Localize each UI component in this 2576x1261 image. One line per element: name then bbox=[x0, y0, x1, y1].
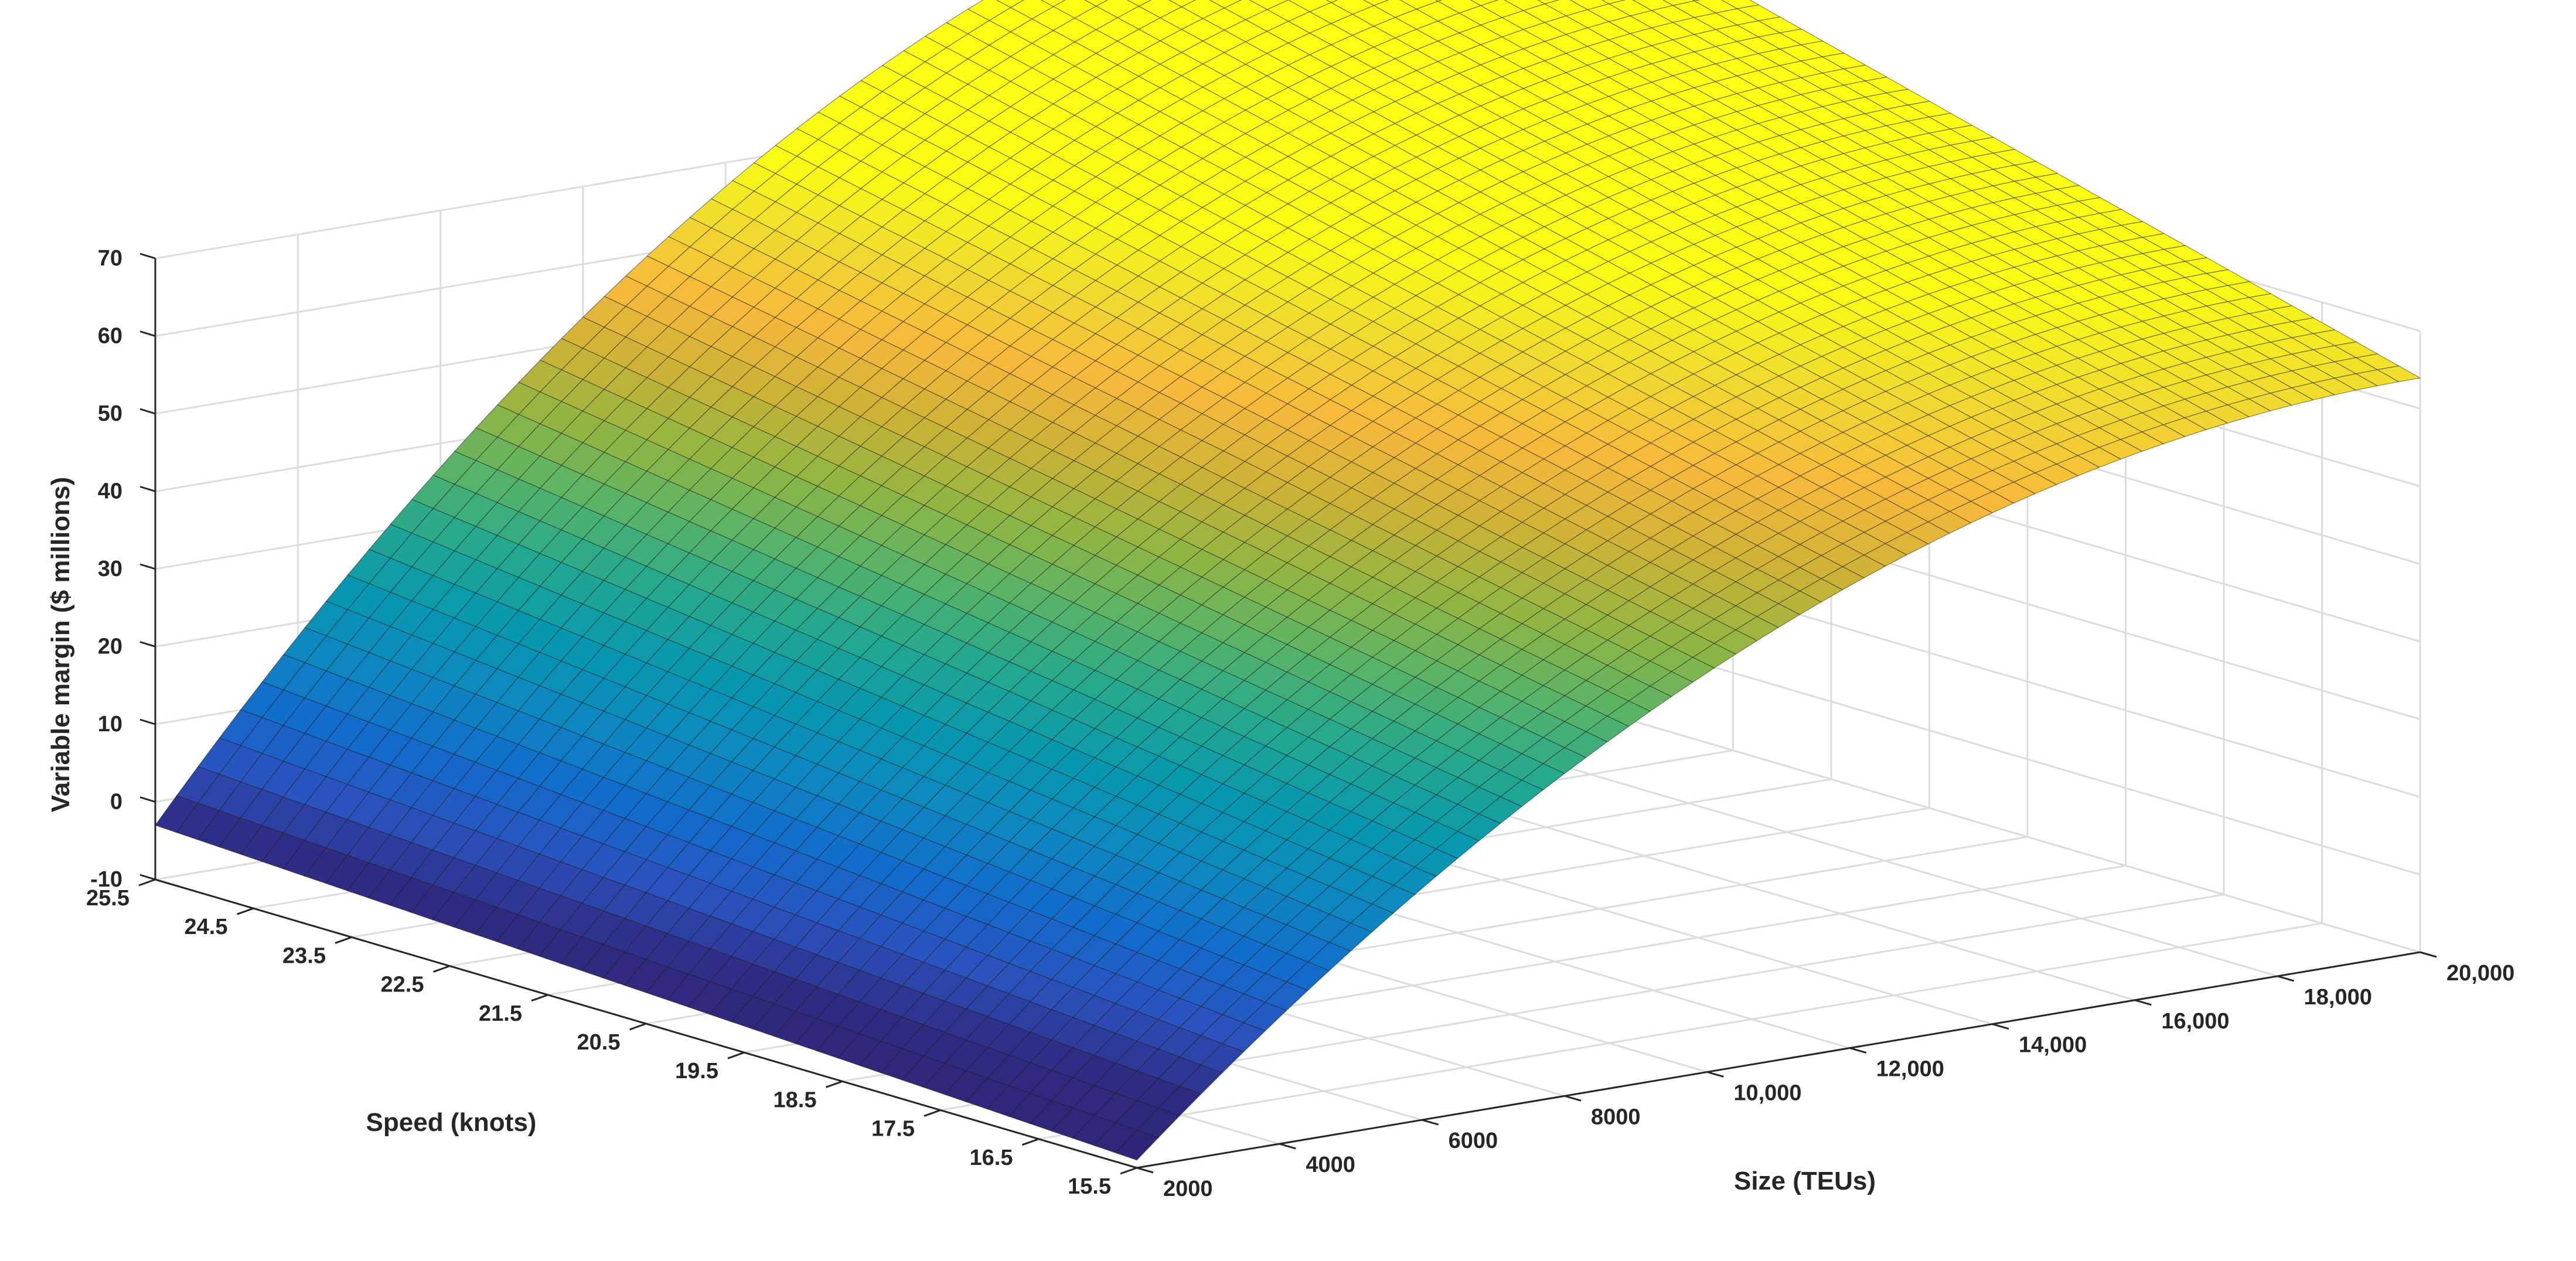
y-tick-label: 20.5 bbox=[577, 1030, 621, 1055]
y-tick-mark bbox=[432, 965, 451, 973]
y-tick-label: 25.5 bbox=[86, 886, 130, 911]
y-tick-label: 16.5 bbox=[970, 1146, 1013, 1170]
x-tick-mark bbox=[1706, 1071, 1724, 1078]
surface-patch bbox=[1168, 0, 1197, 8]
surface-patch bbox=[996, 0, 1025, 8]
x-tick-label: 20,000 bbox=[2446, 961, 2514, 986]
y-tick-mark bbox=[924, 1109, 941, 1117]
y-tick-mark bbox=[138, 878, 156, 887]
z-tick-label: 30 bbox=[98, 557, 122, 581]
y-tick-label: 19.5 bbox=[675, 1059, 718, 1083]
x-tick-label: 18,000 bbox=[2304, 985, 2372, 1010]
y-tick-mark bbox=[531, 994, 548, 1002]
z-axis-label: Variable margin ($ millions) bbox=[46, 477, 75, 812]
y-tick-mark bbox=[727, 1051, 745, 1059]
x-tick-label: 4000 bbox=[1306, 1153, 1355, 1177]
z-tick-mark bbox=[139, 718, 156, 725]
x-tick-mark bbox=[1992, 1023, 2009, 1030]
y-tick-label: 24.5 bbox=[185, 915, 228, 939]
y-tick-mark bbox=[825, 1080, 843, 1088]
surface-mesh bbox=[155, 0, 2421, 1161]
surface-patch bbox=[1326, 0, 1338, 3]
y-tick-mark bbox=[236, 907, 254, 915]
x-tick-mark bbox=[1422, 1119, 1439, 1126]
y-tick-label: 23.5 bbox=[282, 943, 326, 968]
y-tick-mark bbox=[1021, 1138, 1040, 1146]
x-axis-line bbox=[1136, 951, 2421, 1169]
y-tick-label: 18.5 bbox=[774, 1088, 817, 1112]
x-axis-label: Size (TEUs) bbox=[1734, 1167, 1876, 1195]
z-tick-label: 40 bbox=[98, 479, 122, 504]
z-tick-mark bbox=[139, 563, 156, 570]
y-tick-mark bbox=[1120, 1167, 1137, 1175]
x-tick-label: 8000 bbox=[1591, 1105, 1641, 1129]
x-tick-mark bbox=[1564, 1095, 1582, 1102]
surface-patch bbox=[1537, 0, 1560, 5]
surface-patch bbox=[1040, 0, 1066, 7]
x-tick-label: 16,000 bbox=[2161, 1009, 2229, 1034]
x-tick-label: 12,000 bbox=[1876, 1057, 1944, 1082]
z-tick-label: -10 bbox=[90, 867, 122, 892]
x-tick-mark bbox=[1136, 1167, 1154, 1174]
y-axis-ticks: 15.5 16.5 17.5 18.5 19.5 20.5 21.5 22.5 23.5 24.5… bbox=[86, 878, 1137, 1199]
surface-patch bbox=[1084, 0, 1109, 7]
z-tick-label: 60 bbox=[98, 324, 122, 349]
z-tick-label: 50 bbox=[98, 401, 122, 426]
x-tick-label: 2000 bbox=[1163, 1177, 1213, 1201]
surface-patch bbox=[1127, 0, 1152, 7]
x-axis-ticks: 2000 4000 6000 8000 10,000 12,000 14,000 16,000… bbox=[1136, 951, 2514, 1201]
x-tick-mark bbox=[2277, 975, 2295, 982]
z-tick-label: 10 bbox=[98, 712, 122, 737]
z-tick-label: 70 bbox=[98, 246, 122, 271]
z-tick-mark bbox=[139, 874, 156, 881]
z-tick-label: 0 bbox=[110, 790, 122, 814]
x-tick-mark bbox=[2420, 951, 2437, 958]
y-tick-label: 15.5 bbox=[1068, 1174, 1111, 1199]
surface-patch bbox=[2376, 365, 2421, 382]
z-tick-mark bbox=[139, 408, 156, 415]
y-tick-mark bbox=[629, 1023, 647, 1031]
x-tick-label: 6000 bbox=[1449, 1129, 1498, 1153]
y-tick-label: 17.5 bbox=[871, 1117, 915, 1141]
z-tick-mark bbox=[139, 641, 156, 647]
z-tick-label: 20 bbox=[98, 635, 122, 659]
x-tick-mark bbox=[2134, 999, 2152, 1006]
z-tick-mark bbox=[139, 796, 156, 803]
y-tick-label: 22.5 bbox=[381, 973, 424, 997]
z-tick-mark bbox=[139, 330, 156, 337]
y-axis-label: Speed (knots) bbox=[366, 1108, 537, 1137]
x-tick-label: 10,000 bbox=[1733, 1081, 1801, 1105]
y-tick-mark bbox=[335, 936, 352, 944]
x-tick-label: 14,000 bbox=[2019, 1033, 2087, 1058]
z-axis-ticks: -10 0 10 20 30 40 50 60 70 bbox=[90, 246, 156, 892]
z-tick-mark bbox=[139, 253, 156, 260]
x-tick-mark bbox=[1279, 1143, 1296, 1150]
floor-gridline-y-1 bbox=[1038, 922, 2322, 1140]
y-tick-label: 21.5 bbox=[479, 1001, 522, 1026]
x-tick-mark bbox=[1849, 1047, 1867, 1054]
z-tick-mark bbox=[139, 486, 156, 492]
